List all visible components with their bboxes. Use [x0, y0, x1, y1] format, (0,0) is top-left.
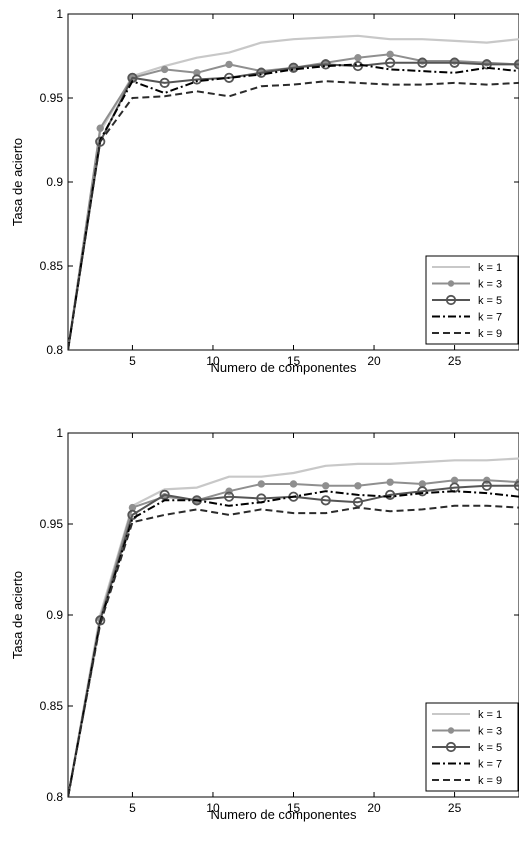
chart-1-ytick-label: 0.95 — [40, 91, 64, 105]
chart-2-series-3-point — [159, 489, 170, 500]
chart-2-series-2-point — [289, 480, 298, 488]
chart-2-legend-box — [425, 702, 519, 792]
chart-2-ytick-label: 0.8 — [46, 790, 63, 804]
chart-1-series-2-point — [225, 60, 233, 69]
chart-1-series-3-point — [385, 57, 396, 68]
chart-1-series-line-3 — [68, 61, 519, 350]
chart-2-legend-marker-2 — [447, 727, 455, 734]
chart-1-series-3-point — [288, 62, 299, 73]
chart-2-xlabel: Numero de componentes — [211, 807, 357, 822]
chart-1-series-3-point — [417, 57, 428, 68]
chart-2-series-3-point — [385, 489, 396, 500]
chart-1-series-2-point — [354, 53, 362, 62]
chart-2-ytick-label: 0.85 — [40, 699, 64, 713]
chart-1-legend-label-4: k = 7 — [478, 312, 502, 324]
chart-2-series-2-point — [322, 482, 330, 490]
chart-2-ytick-label: 1 — [56, 426, 63, 440]
chart-1-series-2-point — [160, 65, 169, 74]
chart-1-series-3-point — [352, 60, 364, 72]
chart-2-xtick-label: 15 — [287, 801, 301, 815]
chart-2-xtick-label: 25 — [448, 801, 462, 815]
chart-2-series-3-point — [95, 615, 106, 626]
chart-2-series-3-point — [352, 497, 364, 508]
chart-2-xtick-label: 5 — [129, 801, 136, 815]
chart-1-series-3-point — [481, 59, 492, 70]
chart-2-legend-label-5: k = 9 — [478, 775, 502, 787]
chart-2-legend-label-3: k = 5 — [478, 742, 502, 754]
chart-2-series-line-1 — [68, 457, 519, 797]
chart-1-xlabel: Numero de componentes — [211, 360, 357, 375]
chart-1-legend-marker-2 — [447, 280, 455, 287]
chart-2-series-2-point — [257, 480, 265, 488]
chart-2-series-3-point — [127, 509, 138, 521]
chart-1-legend-label-3: k = 5 — [478, 295, 502, 307]
chart-1-series-3-point — [159, 77, 170, 88]
chart-1-ytick-label: 0.9 — [46, 175, 63, 189]
chart-1-series-3-point — [95, 136, 106, 147]
chart-1-ylabel: Tasa de acierto — [10, 138, 25, 226]
chart-2-series-line-4 — [68, 490, 519, 797]
chart-1-series-2-point — [386, 50, 394, 59]
chart-1-series-2-point — [96, 124, 104, 132]
chart-1-series-line-1 — [68, 34, 519, 350]
chart-1-legend-label-2: k = 3 — [478, 279, 502, 291]
chart-1-series-3-point — [191, 74, 202, 85]
chart-1-series-group — [68, 34, 519, 350]
chart-2-series-3-point — [417, 486, 428, 497]
chart-1-series-3-point — [320, 59, 331, 70]
chart-1-ytick-label: 0.8 — [46, 343, 63, 357]
chart-2-ylabel: Tasa de acierto — [10, 571, 25, 659]
chart-2-legend-marker-3 — [445, 741, 457, 753]
chart-1-xtick-label: 10 — [206, 354, 220, 368]
chart-1-ytick-label: 0.85 — [40, 259, 64, 273]
chart-1-xtick-label: 20 — [367, 354, 381, 368]
chart-2-ytick-label: 0.9 — [46, 608, 63, 622]
chart-2-ytick-label: 0.95 — [40, 517, 64, 531]
chart-2-legend: k = 1 k = 3 k = 5 k = 7 k = 9 — [425, 702, 519, 792]
chart-1-legend-marker-3 — [445, 294, 457, 306]
chart-2-series-3-point — [481, 480, 492, 491]
chart-1-series-line-5 — [68, 80, 519, 350]
chart-2-series-line-5 — [68, 504, 519, 797]
chart-2-legend-label-4: k = 7 — [478, 759, 502, 771]
chart-1-series-3-point — [449, 57, 460, 68]
chart-1-series-line-4 — [68, 63, 519, 350]
chart-1-xtick-label: 25 — [448, 354, 462, 368]
chart-1-xtick-label: 15 — [287, 354, 301, 368]
chart-2-xtick-label: 10 — [206, 801, 220, 815]
chart-1-legend: k = 1 k = 3 k = 5 k = 7 k = 9 — [425, 255, 519, 345]
chart-2-legend-label-2: k = 3 — [478, 726, 502, 738]
chart-2-series-group — [68, 457, 519, 797]
chart-1-ytick-label: 1 — [56, 7, 63, 21]
chart-1-legend-label-5: k = 9 — [478, 328, 502, 340]
chart-1-xtick-label: 5 — [129, 354, 136, 368]
chart-2-series-3-point — [320, 495, 331, 506]
chart-2-xtick-label: 20 — [367, 801, 381, 815]
chart-2-series-2-point — [354, 482, 362, 490]
chart-1-series-3-point — [256, 67, 267, 78]
chart-1-legend-label-1: k = 1 — [478, 262, 502, 274]
chart-2-legend-label-1: k = 1 — [478, 709, 502, 721]
chart-2-series-2-point — [386, 478, 394, 486]
chart-2-series-3-point — [223, 491, 235, 502]
